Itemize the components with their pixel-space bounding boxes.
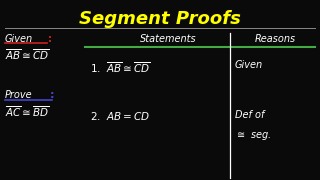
Text: Statements: Statements (140, 34, 196, 44)
Text: :: : (48, 34, 52, 44)
Text: $\cong$ seg.: $\cong$ seg. (235, 130, 271, 142)
Text: Segment Proofs: Segment Proofs (79, 10, 241, 28)
Text: 1.  $\overline{AB} \cong \overline{CD}$: 1. $\overline{AB} \cong \overline{CD}$ (90, 60, 151, 75)
Text: 2.  $AB = CD$: 2. $AB = CD$ (90, 110, 150, 122)
Text: Reasons: Reasons (254, 34, 296, 44)
Text: $\overline{AC} \cong \overline{BD}$: $\overline{AC} \cong \overline{BD}$ (5, 104, 50, 119)
Text: Given: Given (5, 34, 33, 44)
Text: Prove: Prove (5, 90, 33, 100)
Text: $\overline{AB} \cong \overline{CD}$: $\overline{AB} \cong \overline{CD}$ (5, 47, 50, 62)
Text: Given: Given (235, 60, 263, 70)
Text: :: : (50, 90, 54, 100)
Text: Def of: Def of (235, 110, 264, 120)
